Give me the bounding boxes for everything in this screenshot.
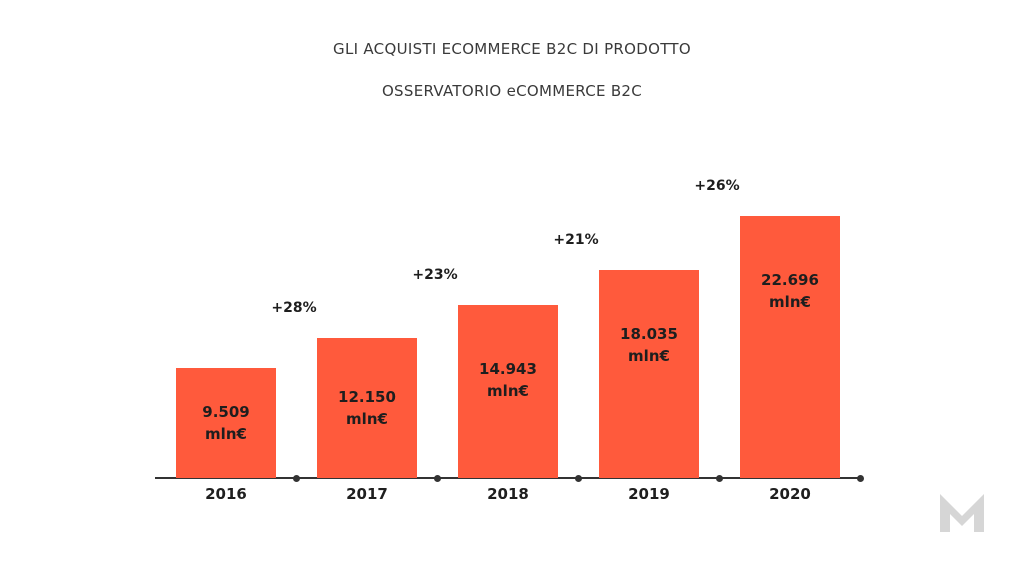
growth-label: +23% [412,267,458,284]
x-tick-label: 2020 [769,485,811,503]
axis-dot [856,475,864,482]
x-tick-label: 2017 [346,485,388,503]
logo [940,494,984,532]
value-label: 22.696 mln€ [761,271,819,311]
x-tick-label: 2016 [205,485,247,503]
axis-dot [433,475,441,482]
bar [317,337,417,478]
bar [740,216,840,478]
x-tick-label: 2019 [628,485,670,503]
axis-dot [574,475,582,482]
growth-label: +26% [694,178,740,194]
value-label: 14.943 mln€ [479,360,537,401]
bar [176,368,276,478]
value-label: 12.150 mln€ [338,387,396,428]
growth-label: +28% [271,299,317,316]
axis-dot [715,475,723,482]
bar [458,305,558,478]
bar [599,269,699,478]
x-axis [155,477,862,479]
chart-subtitle: OSSERVATORIO eCOMMERCE B2C [381,82,643,100]
value-label: 18.035 mln€ [620,324,678,365]
growth-label: +21% [553,231,599,248]
x-tick-label: 2018 [487,485,529,503]
axis-dot [292,475,300,482]
value-label: 9.509 mln€ [202,403,250,444]
chart-title: GLI ACQUISTI ECOMMERCE B2C DI PRODOTTO [333,40,691,58]
